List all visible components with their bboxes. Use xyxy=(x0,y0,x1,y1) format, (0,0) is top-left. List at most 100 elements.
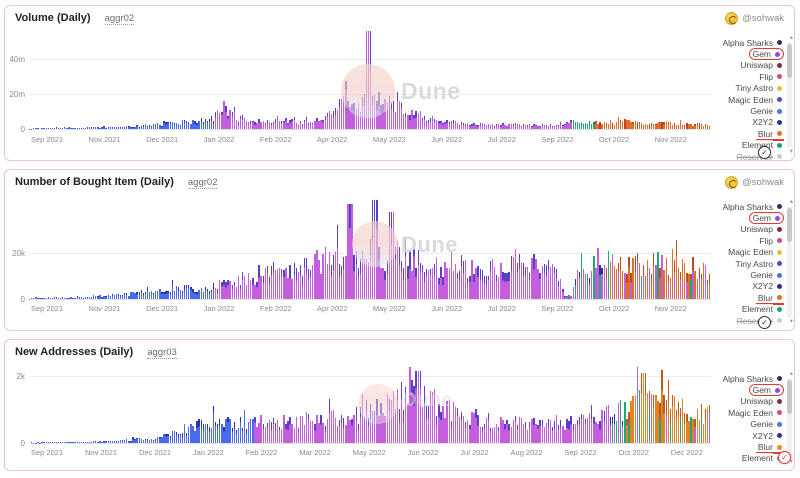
bar xyxy=(680,119,682,129)
legend-item-reservoir[interactable]: Reservoir xyxy=(735,315,784,326)
author-chip[interactable]: @sohwak xyxy=(725,176,784,189)
bar xyxy=(684,125,686,129)
bar xyxy=(632,396,634,443)
legend-label: Blur xyxy=(757,442,773,453)
legend-item-blur[interactable]: Blur xyxy=(756,128,784,139)
x-axis-line xyxy=(29,129,711,130)
bar xyxy=(326,264,328,299)
legend-scrollbar[interactable] xyxy=(787,378,792,458)
bar xyxy=(76,296,78,299)
bar xyxy=(339,99,341,129)
bar xyxy=(615,421,618,443)
legend-item-x2y2[interactable]: X2Y2 xyxy=(750,430,784,441)
bar xyxy=(60,127,62,129)
check-circle-icon[interactable]: ✓ xyxy=(758,146,771,159)
legend-scrollbar[interactable] xyxy=(787,42,792,148)
bar xyxy=(541,265,543,299)
bar xyxy=(444,122,446,129)
scrollbar-thumb[interactable] xyxy=(787,208,792,242)
bar xyxy=(663,121,665,129)
scrollbar-thumb[interactable] xyxy=(787,44,792,78)
bar xyxy=(700,123,703,129)
bar xyxy=(663,270,665,299)
check-circle-icon[interactable]: ✓ xyxy=(758,316,771,329)
legend-scrollbar[interactable] xyxy=(787,206,792,318)
bar xyxy=(146,439,149,443)
bar xyxy=(270,421,273,443)
legend-item-gem[interactable]: Gem xyxy=(748,384,784,397)
legend-item-magic-eden[interactable]: Magic Eden xyxy=(726,407,784,418)
agg-tag[interactable]: aggr02 xyxy=(187,177,218,189)
bar xyxy=(686,273,688,299)
legend-item-alpha-sharks[interactable]: Alpha Sharks xyxy=(720,37,784,48)
legend-item-genie[interactable]: Genie xyxy=(748,269,784,281)
legend-item-reservoir[interactable]: Reservoir xyxy=(735,151,784,160)
scroll-down-icon[interactable]: ▾ xyxy=(789,458,793,465)
scroll-up-icon[interactable]: ▴ xyxy=(789,34,793,41)
bar-plot[interactable]: 40m 20m 0 xyxy=(9,28,711,134)
bar xyxy=(504,125,506,129)
legend-item-x2y2[interactable]: X2Y2 xyxy=(750,281,784,292)
bar xyxy=(107,127,109,129)
bar xyxy=(394,246,397,299)
legend-item-genie[interactable]: Genie xyxy=(748,105,784,117)
bar xyxy=(657,123,659,129)
x-tick-label: May 2022 xyxy=(352,448,386,457)
legend-color-dot-icon xyxy=(777,398,782,404)
scrollbar-thumb[interactable] xyxy=(787,380,792,414)
author-chip[interactable]: @sohwak xyxy=(725,12,784,25)
scroll-up-icon[interactable]: ▴ xyxy=(789,198,793,205)
legend-item-flip[interactable]: Flip xyxy=(757,71,784,82)
bar xyxy=(235,286,238,299)
bar xyxy=(401,260,403,299)
bar-plot[interactable]: 20k 0 xyxy=(12,198,711,304)
legend-item-tiny-astro[interactable]: Tiny Astro xyxy=(734,258,784,269)
legend-item-magic-eden[interactable]: Magic Eden xyxy=(726,247,784,258)
bar xyxy=(570,296,572,299)
legend-item-uniswap[interactable]: Uniswap xyxy=(738,60,784,71)
bar xyxy=(322,120,324,129)
legend-item-tiny-astro[interactable]: Tiny Astro xyxy=(734,83,784,94)
bar xyxy=(122,439,124,443)
bar xyxy=(293,262,295,299)
bar xyxy=(268,419,271,443)
scroll-down-icon[interactable]: ▾ xyxy=(789,148,793,155)
legend-item-uniswap[interactable]: Uniswap xyxy=(738,224,784,235)
bar xyxy=(80,127,83,129)
bar xyxy=(688,420,690,443)
bar xyxy=(155,123,157,129)
legend-item-element[interactable]: Element xyxy=(740,304,784,315)
legend-item-gem[interactable]: Gem xyxy=(748,48,784,61)
check-circle-icon-red-annotated[interactable]: ✓ xyxy=(778,451,791,464)
bar xyxy=(500,125,502,129)
legend-item-genie[interactable]: Genie xyxy=(748,419,784,430)
agg-tag[interactable]: aggr03 xyxy=(147,347,177,359)
bar xyxy=(221,112,223,129)
legend-item-gem[interactable]: Gem xyxy=(748,212,784,225)
legend-item-uniswap[interactable]: Uniswap xyxy=(738,396,784,407)
legend-item-x2y2[interactable]: X2Y2 xyxy=(750,117,784,128)
legend-item-magic-eden[interactable]: Magic Eden xyxy=(726,94,784,105)
legend-label: Magic Eden xyxy=(728,247,773,258)
bar xyxy=(374,410,376,443)
legend-item-blur[interactable]: Blur xyxy=(756,292,784,303)
bar xyxy=(642,265,645,299)
bar xyxy=(171,280,173,299)
scroll-up-icon[interactable]: ▴ xyxy=(789,370,793,377)
bar xyxy=(138,438,140,443)
bar xyxy=(86,127,89,129)
bar xyxy=(122,295,124,299)
agg-tag[interactable]: aggr02 xyxy=(104,13,135,25)
bar xyxy=(553,420,556,443)
bar xyxy=(423,115,426,129)
legend-item-alpha-sharks[interactable]: Alpha Sharks xyxy=(720,373,784,384)
legend-item-flip[interactable]: Flip xyxy=(757,235,784,246)
bar xyxy=(634,394,636,443)
legend-item-element[interactable]: Element xyxy=(740,140,784,151)
legend-color-dot-icon xyxy=(777,249,782,255)
scroll-down-icon[interactable]: ▾ xyxy=(789,318,793,325)
legend-item-alpha-sharks[interactable]: Alpha Sharks xyxy=(720,201,784,212)
bar-plot[interactable]: 2k 0 xyxy=(17,367,711,448)
bar xyxy=(188,284,190,299)
legend-item-blur[interactable]: Blur xyxy=(756,441,784,453)
